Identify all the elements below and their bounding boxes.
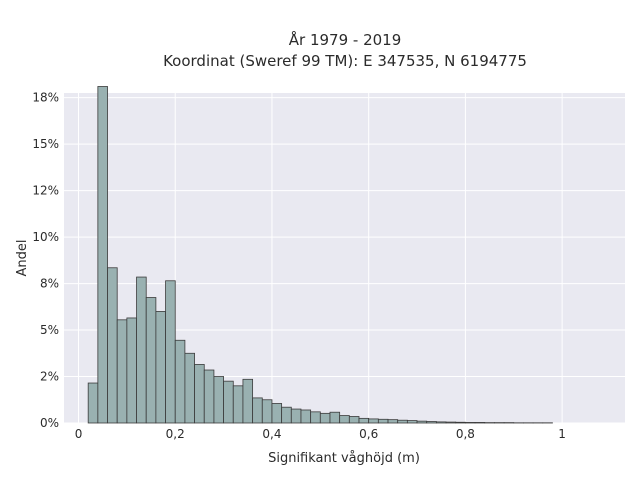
x-tick-label: 0,4 bbox=[262, 427, 281, 441]
y-tick-label: 0% bbox=[40, 416, 59, 430]
histogram-bar bbox=[166, 281, 176, 423]
histogram-bar bbox=[291, 409, 301, 423]
histogram-bar bbox=[446, 422, 456, 423]
histogram-bar bbox=[475, 422, 485, 423]
y-tick-label: 10% bbox=[32, 230, 59, 244]
histogram-bar bbox=[311, 412, 321, 423]
histogram-bar bbox=[175, 340, 185, 423]
histogram-bar bbox=[340, 416, 350, 423]
histogram-bar bbox=[146, 298, 156, 423]
histogram-bar bbox=[127, 318, 137, 423]
x-tick-label: 0,8 bbox=[456, 427, 475, 441]
histogram-bar bbox=[137, 277, 147, 423]
histogram-bar bbox=[156, 311, 166, 423]
histogram-bar bbox=[233, 386, 243, 423]
histogram-bar bbox=[456, 422, 466, 423]
y-tick-label: 5% bbox=[40, 323, 59, 337]
x-tick-label: 0,6 bbox=[359, 427, 378, 441]
histogram-bar bbox=[214, 377, 224, 423]
x-tick-label: 0,2 bbox=[166, 427, 185, 441]
x-tick-label: 0 bbox=[75, 427, 83, 441]
x-axis-ticks: 0 0,2 0,4 0,6 0,8 1 bbox=[75, 427, 566, 441]
histogram-bar bbox=[185, 353, 195, 423]
histogram-bar bbox=[378, 419, 388, 423]
x-axis-title: Signifikant våghöjd (m) bbox=[268, 451, 420, 466]
histogram-bar bbox=[330, 412, 340, 423]
histogram-bar bbox=[320, 413, 330, 423]
histogram-bar bbox=[243, 379, 253, 423]
x-tick-label: 1 bbox=[558, 427, 566, 441]
histogram-bar bbox=[417, 421, 427, 423]
y-axis-title: Andel bbox=[15, 240, 30, 277]
histogram-bar bbox=[224, 381, 234, 423]
histogram-bar bbox=[88, 383, 98, 423]
histogram-bar bbox=[436, 422, 446, 423]
y-tick-label: 12% bbox=[32, 184, 59, 198]
y-tick-label: 18% bbox=[32, 91, 59, 105]
histogram-bar bbox=[272, 403, 282, 423]
histogram-bar bbox=[108, 268, 118, 423]
y-tick-label: 2% bbox=[40, 370, 59, 384]
histogram-bar bbox=[195, 364, 205, 423]
y-tick-label: 15% bbox=[32, 137, 59, 151]
y-tick-label: 8% bbox=[40, 277, 59, 291]
histogram-bar bbox=[427, 422, 437, 423]
histogram-bar bbox=[98, 86, 108, 423]
y-axis-ticks: 0% 2% 5% 8% 10% 12% 15% 18% bbox=[32, 91, 59, 430]
histogram-bar bbox=[388, 420, 398, 423]
histogram-bar bbox=[117, 320, 127, 423]
histogram-bar bbox=[262, 400, 272, 423]
histogram-bar bbox=[349, 416, 359, 423]
chart-title-line-1: År 1979 - 2019 bbox=[289, 30, 402, 49]
histogram-bar bbox=[282, 407, 292, 423]
histogram-bar bbox=[301, 410, 311, 423]
histogram-bar bbox=[369, 419, 379, 423]
histogram-bar bbox=[465, 422, 475, 423]
chart-title-line-2: Koordinat (Sweref 99 TM): E 347535, N 61… bbox=[163, 52, 527, 70]
histogram-bar bbox=[398, 420, 408, 423]
histogram-bar bbox=[359, 418, 369, 423]
histogram-bar bbox=[253, 398, 263, 423]
histogram-bar bbox=[204, 370, 214, 423]
histogram-bar bbox=[407, 421, 417, 423]
